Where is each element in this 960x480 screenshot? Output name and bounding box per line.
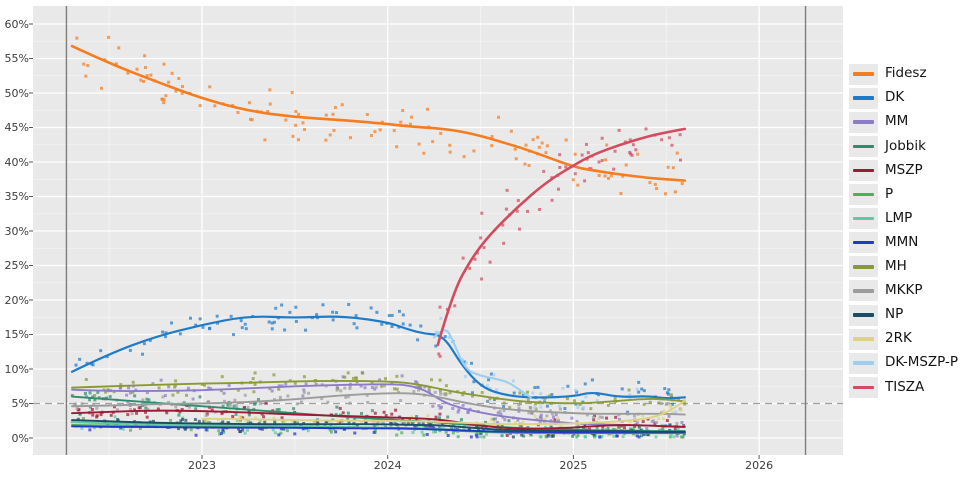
legend-item-mm: MM <box>849 111 909 133</box>
legend-color-line <box>853 168 874 173</box>
y-tick-label: 40% <box>4 155 29 169</box>
legend-color-line <box>853 216 874 221</box>
legend-label: MSZP <box>885 161 923 178</box>
legend-item-tisza: TISZA <box>849 376 925 398</box>
legend-item-mszp: MSZP <box>849 159 923 181</box>
legend-key-swatch <box>849 328 878 350</box>
legend-key-swatch <box>849 304 878 326</box>
legend-color-line <box>853 265 874 269</box>
legend-color-line <box>853 385 874 390</box>
x-tick-label: 2026 <box>745 459 774 472</box>
legend-color-line <box>853 96 874 100</box>
legend-key-swatch <box>849 256 878 278</box>
legend-color-line <box>853 313 874 317</box>
legend-key-swatch <box>849 87 878 109</box>
legend-color-line <box>853 289 874 293</box>
legend-key-swatch <box>849 208 878 230</box>
legend-item-dk-mszp-p: DK-MSZP-P <box>849 352 959 374</box>
legend-label: NP <box>885 306 904 323</box>
legend-key-swatch <box>849 280 878 302</box>
legend-color-line <box>853 144 874 149</box>
legend-label: DK <box>885 89 905 106</box>
legend-item-dk: DK <box>849 87 905 109</box>
y-tick-label: 0% <box>11 431 29 445</box>
legend-color-line <box>853 192 874 197</box>
legend-key-swatch <box>849 352 878 374</box>
legend-item-lmp: LMP <box>849 208 913 230</box>
legend-color-line <box>853 72 874 76</box>
legend-label: LMP <box>885 209 913 226</box>
legend-key-swatch <box>849 111 878 133</box>
legend-color-line <box>853 337 874 341</box>
x-tick-label: 2023 <box>188 459 216 472</box>
legend-color-line <box>853 240 874 245</box>
x-tick-label: 2024 <box>373 459 402 472</box>
x-tick-label: 2025 <box>559 459 588 472</box>
legend-item-mkkp: MKKP <box>849 280 923 302</box>
legend-item-np: NP <box>849 304 904 326</box>
legend-item-p: P <box>849 184 893 205</box>
legend-key-swatch <box>849 184 878 205</box>
legend-key-swatch <box>849 63 878 85</box>
y-tick-label: 50% <box>4 86 29 100</box>
legend-item-mh: MH <box>849 256 907 278</box>
legend-label: MH <box>885 258 907 275</box>
legend-label: MMN <box>885 233 919 250</box>
legend-key-swatch <box>849 159 878 181</box>
legend-label: Fidesz <box>885 65 927 82</box>
legend-item-fidesz: Fidesz <box>849 63 927 85</box>
y-tick-label: 25% <box>4 259 29 272</box>
y-tick-label: 55% <box>4 52 29 65</box>
y-tick-label: 35% <box>4 190 29 203</box>
legend-item-mmn: MMN <box>849 232 919 254</box>
legend-key-swatch <box>849 232 878 254</box>
y-tick-label: 20% <box>4 293 29 307</box>
legend-label: 2RK <box>885 330 912 347</box>
legend-key-swatch <box>849 135 878 157</box>
legend-label: P <box>885 185 894 202</box>
legend-color-line <box>853 361 874 365</box>
legend-label: MM <box>885 113 909 130</box>
legend-item-jobbik: Jobbik <box>849 135 926 157</box>
y-tick-label: 60% <box>4 17 29 31</box>
y-tick-label: 10% <box>4 362 29 376</box>
y-tick-label: 30% <box>4 224 29 238</box>
y-tick-label: 15% <box>4 328 29 341</box>
legend-label: TISZA <box>885 378 925 395</box>
legend-label: DK-MSZP-P <box>885 354 959 371</box>
legend-key-swatch <box>849 376 878 398</box>
y-tick-label: 45% <box>4 121 29 134</box>
legend-item-2rk: 2RK <box>849 328 912 350</box>
legend-color-line <box>853 120 874 124</box>
legend-label: Jobbik <box>885 137 926 154</box>
legend-label: MKKP <box>885 282 923 299</box>
y-tick-label: 5% <box>11 397 29 410</box>
